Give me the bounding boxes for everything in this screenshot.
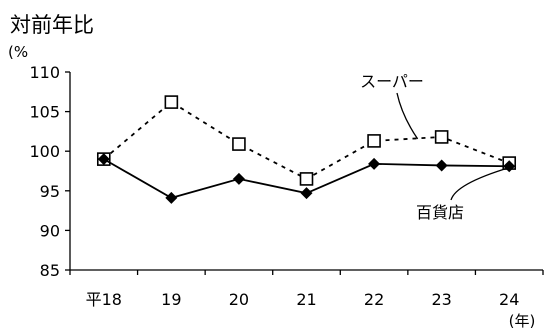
data-point [97, 153, 110, 166]
series-layer [96, 95, 517, 204]
x-tick-label: 20 [229, 290, 249, 309]
series-label-leader [450, 165, 516, 201]
data-point [435, 159, 448, 172]
y-axis-unit-label: (% [8, 43, 28, 61]
axes: 85 90 95 100 105 110 平18 19 20 21 22 23 24 [29, 63, 544, 309]
series-label: 百貨店 [416, 203, 464, 222]
x-axis-unit-label: (年) [509, 312, 536, 330]
y-tick-label: 110 [29, 63, 60, 82]
y-tick-label: 100 [29, 142, 60, 161]
data-point [503, 160, 516, 173]
x-tick-label: 24 [499, 290, 519, 309]
y-tick-label: 85 [40, 261, 60, 280]
series-label-leader [396, 92, 419, 140]
data-point [232, 172, 245, 185]
data-point [367, 134, 381, 148]
data-point [164, 95, 179, 109]
data-point [368, 157, 381, 170]
data-point [300, 187, 313, 200]
y-tick-label: 105 [29, 103, 60, 122]
data-point [232, 137, 246, 151]
data-point [299, 172, 314, 186]
y-tick-label: 95 [40, 182, 60, 201]
data-point [434, 130, 449, 144]
series-department-store [97, 153, 516, 204]
y-tick-label: 90 [40, 221, 60, 240]
x-tick-label: 23 [431, 290, 451, 309]
x-tick-label: 22 [364, 290, 384, 309]
series-supermarket [96, 95, 517, 186]
data-point [165, 191, 178, 204]
x-tick-label: 19 [161, 290, 181, 309]
x-tick-label: 21 [296, 290, 316, 309]
x-tick-label: 平18 [86, 290, 122, 309]
series-label: スーパー [360, 72, 424, 91]
chart-title: 対前年比 [10, 13, 94, 37]
